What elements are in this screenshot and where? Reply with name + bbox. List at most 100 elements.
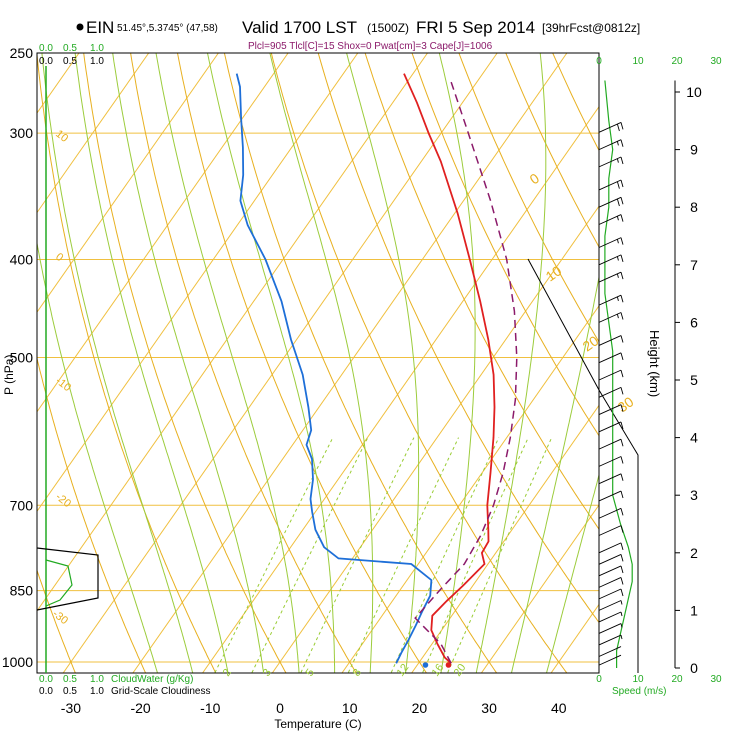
wind-barb-flag	[620, 490, 624, 499]
mixing-ratio-label: 2	[221, 667, 234, 679]
moist-adiabat	[37, 240, 158, 673]
wind-barb-flag	[620, 197, 624, 205]
isotherm-line	[37, 53, 429, 612]
wind-barb-staff	[598, 611, 622, 623]
dry-adiabat	[37, 356, 147, 673]
isotherm-line	[62, 53, 498, 673]
wind-barb-flag	[620, 369, 624, 378]
dry-adiabat	[317, 53, 599, 624]
sounding-params: Plcl=905 Tlcl[C]=15 Shox=0 Pwat[cm]=3 Ca…	[248, 41, 493, 52]
dry-adiabat	[601, 0, 730, 683]
isotherm-line	[201, 105, 599, 673]
height-tick-label: 5	[690, 372, 698, 388]
wind-barb	[598, 404, 624, 415]
speed-tick-top: 30	[710, 56, 722, 67]
wind-barb-halfflag	[620, 634, 623, 640]
isotherm-line	[0, 0, 78, 683]
wind-barb	[598, 565, 624, 577]
dry-adiabat	[458, 53, 599, 343]
wind-barb	[598, 456, 624, 467]
wind-barb	[598, 156, 624, 168]
dry-adiabat	[176, 53, 427, 673]
cloudwater-tick-bottom: 0.5	[63, 674, 77, 685]
pressure-axis-label: P (hPa)	[2, 355, 16, 395]
wind-barb-flag	[620, 473, 624, 481]
wind-barb-flag	[620, 565, 624, 574]
plot-frame	[36, 52, 600, 674]
wind-barb-flag	[620, 588, 624, 597]
wind-barb	[598, 490, 624, 502]
wind-barb-flag	[620, 237, 624, 245]
wind-barb-flag	[620, 542, 624, 551]
wind-barb-staff	[598, 565, 622, 577]
wind-barb-staff	[598, 312, 622, 323]
wind-barb-halfflag	[616, 216, 619, 221]
wind-barb	[598, 623, 623, 634]
isotherm-line	[37, 53, 289, 413]
station-id: EIN	[86, 18, 114, 37]
wind-barb-flag	[620, 456, 624, 464]
wind-barb	[598, 312, 624, 323]
wind-barb	[598, 386, 624, 398]
cloudiness-tick-top: 1.0	[90, 56, 104, 67]
wind-barb-staff	[598, 577, 622, 588]
height-tick-label: 1	[690, 602, 698, 618]
temperature-surface-marker	[445, 662, 452, 668]
wind-barb-halfflag	[616, 141, 619, 146]
utc-time: (1500Z)	[367, 21, 409, 35]
temperature-tick-label: 20	[412, 700, 428, 716]
wind-barb-halfflag	[616, 314, 619, 319]
wind-barb-flag	[620, 214, 624, 222]
cloudiness-tick-top: 0.0	[39, 56, 53, 67]
speed-tick-bottom: 10	[632, 674, 644, 685]
moist-adiabat-label: 20	[580, 332, 602, 354]
wind-barb	[598, 473, 624, 485]
mixing-ratio-line	[214, 437, 334, 673]
mixing-ratio-line	[421, 437, 529, 673]
temperature-axis-label: Temperature (C)	[274, 717, 361, 731]
wind-barb-staff	[598, 404, 622, 415]
pressure-tick-label: 700	[10, 497, 34, 513]
isotherm-line	[37, 53, 150, 214]
parcel-line	[414, 78, 518, 664]
wind-barb-flag	[616, 123, 620, 132]
wind-barb-halfflag	[616, 273, 619, 278]
moist-adiabat	[346, 53, 420, 673]
wind-barb	[598, 588, 624, 600]
wind-barb-staff	[598, 294, 622, 306]
pressure-tick-label: 250	[10, 45, 34, 61]
dry-adiabat-label: -20	[53, 491, 73, 510]
height-axis-label: Height (km)	[647, 330, 662, 397]
speed-tick-top: 20	[671, 56, 683, 67]
moist-adiabat-label: 30	[615, 393, 637, 415]
wind-barb	[598, 196, 624, 208]
moist-adiabat	[475, 53, 547, 673]
isotherm-line	[550, 603, 599, 673]
wind-barb	[598, 352, 624, 364]
cloudwater-tick-bottom: 1.0	[90, 674, 104, 685]
speed-tick-top: 10	[632, 56, 644, 67]
wind-barb-flag	[620, 335, 624, 343]
dry-adiabat	[689, 0, 730, 683]
wind-barb	[598, 507, 624, 519]
thermo-background	[0, 0, 730, 683]
temperature-tick-label: -10	[200, 700, 220, 716]
mixing-ratio-line	[251, 437, 369, 673]
cloudwater-profile	[45, 559, 73, 607]
isotherm-line	[132, 53, 568, 673]
wind-barb	[598, 214, 624, 225]
station-coords: 51.45°,5.3745° (47,58)	[117, 23, 218, 34]
pressure-tick-label: 850	[10, 583, 34, 599]
wind-barb-staff	[598, 421, 622, 433]
wind-barb-staff	[598, 654, 622, 666]
cloudiness-label: Grid-Scale Cloudiness	[111, 686, 211, 697]
height-tick-label: 10	[686, 84, 702, 100]
moist-adiabat	[155, 53, 300, 673]
wind-barb-flag	[620, 577, 624, 585]
wind-barb-halfflag	[616, 158, 619, 163]
isotherm-line	[37, 53, 359, 513]
forecast-run: [39hrFcst@0812z]	[542, 21, 640, 35]
wind-barb	[598, 139, 624, 151]
isotherm-line	[614, 0, 730, 683]
moist-adiabat	[41, 53, 194, 673]
